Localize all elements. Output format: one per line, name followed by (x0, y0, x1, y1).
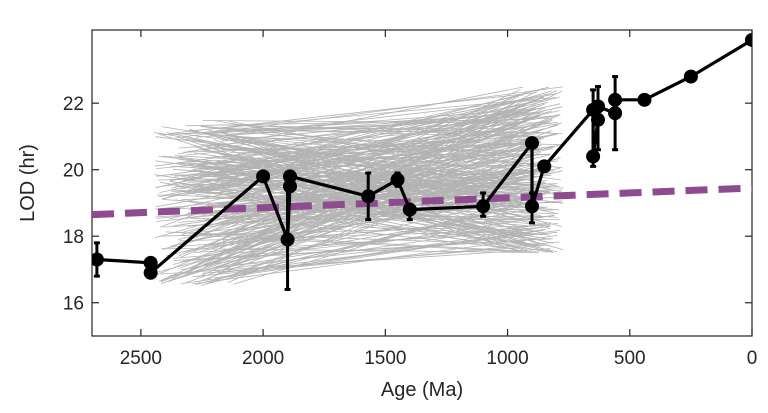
data-point (586, 149, 601, 164)
ensemble-line (187, 108, 542, 152)
data-point (525, 136, 539, 151)
ensemble-line (192, 100, 533, 274)
ensemble-line (174, 232, 550, 246)
ensemble-line (153, 131, 517, 252)
ensemble-line (155, 136, 518, 182)
data-point (283, 169, 297, 184)
x-tick-label: 2000 (242, 348, 284, 369)
ensemble-line (156, 179, 526, 219)
ensemble-line (200, 125, 533, 158)
series-layer (92, 32, 752, 291)
x-axis-label: Age (Ma) (381, 379, 463, 401)
ensemble-line (162, 109, 535, 251)
x-axis: 2500 2000 1500 1000 500 0 (120, 30, 758, 369)
x-tick-label: 1500 (364, 348, 406, 369)
ensemble-line (166, 143, 533, 249)
ensemble-line (219, 131, 541, 202)
ensemble-line (226, 135, 549, 167)
x-tick-label: 0 (747, 348, 758, 369)
ensemble-line (185, 118, 536, 127)
data-point (537, 159, 552, 174)
ensemble-line (189, 128, 551, 229)
data-point (280, 232, 295, 247)
data-point (525, 199, 539, 214)
ensemble-line (223, 174, 551, 204)
data-point (683, 69, 698, 84)
data-point (402, 202, 417, 217)
ensemble-line (160, 181, 525, 252)
ensemble-line (226, 100, 531, 136)
ensemble-line (158, 132, 526, 199)
data-point (92, 252, 104, 267)
ensemble-line (160, 117, 550, 136)
ensemble-line (161, 248, 539, 253)
ensemble-line (219, 124, 563, 134)
ensemble-line (207, 186, 549, 207)
data-point (745, 32, 752, 47)
ensemble-line (180, 123, 561, 190)
ensemble-line (197, 215, 553, 248)
ensemble-line (206, 158, 526, 195)
y-tick-label: 16 (63, 294, 84, 315)
ensemble-line (195, 184, 551, 240)
ensemble-line (216, 127, 517, 130)
ensemble-line (231, 228, 546, 276)
ensemble-line (201, 165, 545, 286)
y-axis-label: LOD (hr) (17, 144, 39, 222)
ensemble-line (165, 231, 540, 253)
ensemble-line (192, 241, 560, 278)
ensemble-line (216, 191, 550, 269)
ensemble-line (180, 206, 548, 271)
data-point (283, 179, 297, 194)
ensemble-line (220, 112, 526, 142)
ensemble-line (228, 135, 538, 156)
ensemble-line (223, 108, 543, 260)
trend-line (92, 184, 752, 219)
data-point (361, 189, 376, 204)
y-tick-label: 18 (63, 227, 84, 248)
ensemble-line (217, 128, 544, 138)
ensemble-line (155, 101, 517, 189)
y-tick-label: 20 (63, 161, 84, 182)
data-point (591, 112, 605, 127)
data-point (143, 265, 158, 280)
data-point (390, 172, 405, 187)
ensemble-line (170, 180, 549, 253)
ensemble-line (168, 165, 547, 282)
data-point (608, 106, 623, 121)
data-point (256, 169, 271, 184)
ensemble-line (191, 218, 560, 221)
ensemble-line (184, 181, 517, 243)
ensemble-line (202, 120, 552, 124)
ensemble-line (168, 92, 537, 134)
ensemble-line (210, 114, 559, 174)
data-point (637, 92, 652, 107)
data-point (591, 99, 605, 114)
data-point (476, 199, 491, 214)
trend-layer (92, 184, 752, 219)
ensemble-line (192, 99, 535, 239)
ensemble-line (187, 182, 525, 191)
x-tick-label: 2500 (120, 348, 162, 369)
y-tick-label: 22 (63, 94, 84, 115)
data-point (143, 255, 158, 270)
ensemble-line (195, 201, 529, 285)
x-tick-label: 1000 (486, 348, 528, 369)
ensemble-line (181, 110, 560, 196)
y-axis: 16 18 20 22 (63, 94, 752, 315)
x-tick-label: 500 (614, 348, 646, 369)
data-point (608, 92, 623, 107)
ensemble-line (227, 150, 532, 283)
